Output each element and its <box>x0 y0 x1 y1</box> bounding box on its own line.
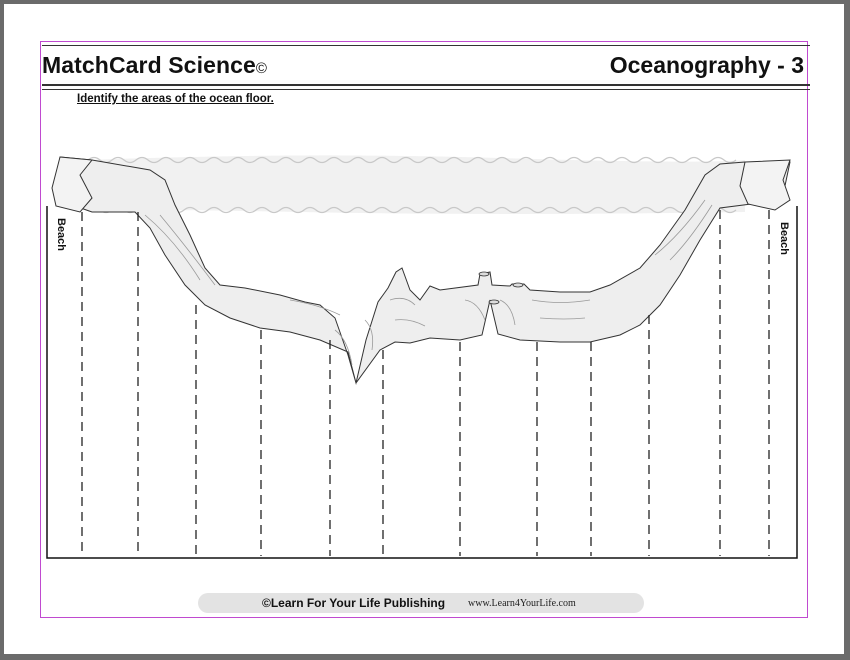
beach-label-left: Beach <box>55 218 67 251</box>
wave-line-top <box>87 156 737 164</box>
instructions: Identify the areas of the ocean floor. <box>77 93 274 105</box>
topic-title: Oceanography - 3 <box>609 52 804 78</box>
wave-line-bottom <box>87 206 737 214</box>
footer-publisher: ©Learn For Your Life Publishing <box>262 596 446 610</box>
page-title: MatchCard Science© <box>42 52 267 79</box>
right-beach-cliff <box>739 159 791 211</box>
print-margin-box <box>40 41 808 618</box>
ocean-water <box>88 155 745 214</box>
ocean-floor-profile <box>57 156 791 385</box>
left-beach-cliff <box>51 156 93 213</box>
worksheet-page: MatchCard Science© Oceanography - 3 Iden… <box>4 4 844 654</box>
page-title-text: MatchCard Science <box>42 52 256 78</box>
zone-dividers <box>81 210 770 556</box>
beach-label-right: Beach <box>778 222 790 255</box>
seamount-top-2 <box>488 299 500 305</box>
diagram-frame <box>46 206 798 559</box>
seamount-top-1 <box>478 271 490 277</box>
copyright-mark: © <box>255 60 268 77</box>
terrain-shading <box>144 199 713 366</box>
header-bottom-rule <box>42 84 810 86</box>
footer-url: www.Learn4YourLife.com <box>468 598 576 609</box>
seamount-top-3 <box>512 282 524 288</box>
header-top-rule <box>42 45 810 46</box>
header-bottom-rule-thin <box>42 89 810 90</box>
footer-bar <box>198 593 644 613</box>
